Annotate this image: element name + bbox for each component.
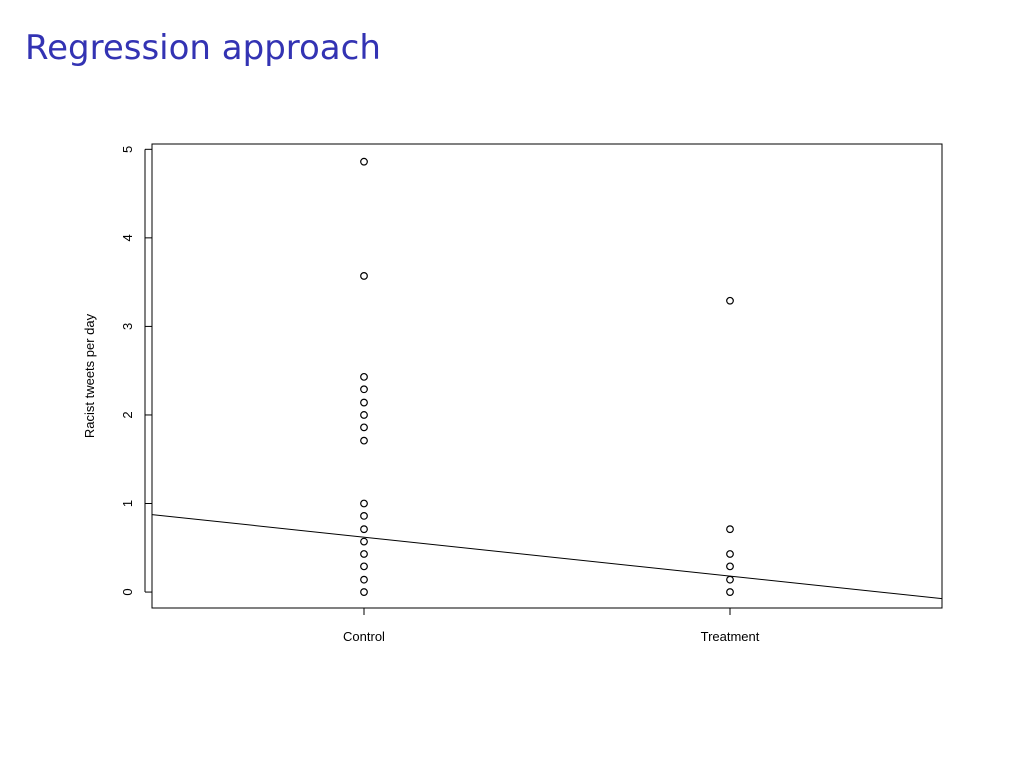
y-tick-label: 3	[120, 323, 135, 330]
x-tick-label: Control	[343, 629, 385, 644]
point	[360, 525, 368, 534]
point	[726, 550, 734, 558]
regression-line	[152, 514, 942, 600]
point	[360, 411, 368, 419]
y-tick-label: 1	[120, 500, 135, 507]
point	[360, 575, 368, 584]
point	[360, 550, 368, 558]
y-tick-label: 5	[120, 146, 135, 153]
y-tick-label: 0	[120, 588, 135, 595]
point	[360, 398, 368, 407]
slide-title: Regression approach	[25, 28, 381, 68]
point	[726, 588, 734, 596]
point	[726, 562, 734, 571]
point	[726, 296, 734, 305]
point	[360, 157, 368, 166]
point	[360, 499, 368, 508]
y-tick-label: 2	[120, 411, 135, 418]
point	[360, 537, 368, 546]
point	[360, 436, 368, 445]
point	[360, 385, 368, 394]
point	[360, 588, 368, 596]
x-tick-label: Treatment	[701, 629, 760, 644]
y-axis-label: Racist tweets per day	[82, 313, 97, 438]
point	[360, 272, 368, 280]
point	[726, 525, 734, 534]
point	[360, 372, 368, 381]
point	[360, 562, 368, 571]
point	[726, 575, 734, 584]
point	[360, 423, 368, 432]
y-tick-label: 4	[120, 234, 135, 241]
point	[360, 512, 368, 520]
plot-frame	[151, 143, 943, 609]
